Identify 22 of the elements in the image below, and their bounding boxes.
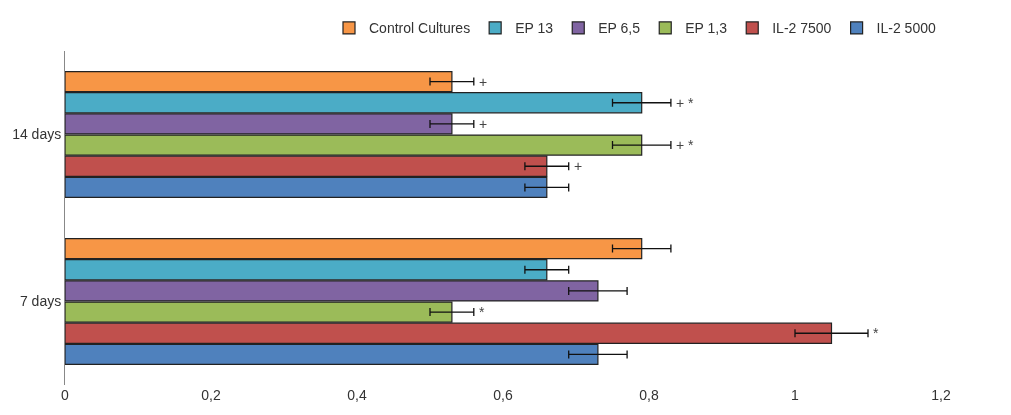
legend-label: EP 13 bbox=[515, 20, 554, 37]
data-label: + * bbox=[676, 137, 695, 153]
legend-label: IL-2 7500 bbox=[772, 20, 832, 37]
x-tick-label: 0,6 bbox=[493, 387, 513, 403]
legend-label: IL-2 5000 bbox=[876, 20, 936, 37]
x-tick-label: 0 bbox=[61, 387, 70, 403]
legend-label: EP 6,5 bbox=[598, 20, 641, 37]
x-tick-label: 1,2 bbox=[931, 387, 951, 403]
data-label: + bbox=[574, 158, 583, 174]
legend-label: Control Cultures bbox=[369, 20, 471, 37]
x-tick-label: 0,8 bbox=[639, 387, 659, 403]
data-label: * bbox=[873, 325, 879, 341]
y-tick-label: 7 days bbox=[19, 293, 62, 310]
y-tick-label: 14 days bbox=[12, 126, 62, 143]
x-tick-label: 0,4 bbox=[347, 387, 367, 403]
x-tick-label: 1 bbox=[791, 387, 800, 403]
legend-label: EP 1,3 bbox=[685, 20, 728, 37]
x-tick-label: 0,2 bbox=[201, 387, 221, 403]
data-label: + * bbox=[676, 95, 695, 111]
data-label: + bbox=[479, 74, 488, 90]
data-label: + bbox=[479, 116, 488, 132]
data-label: * bbox=[479, 304, 485, 320]
